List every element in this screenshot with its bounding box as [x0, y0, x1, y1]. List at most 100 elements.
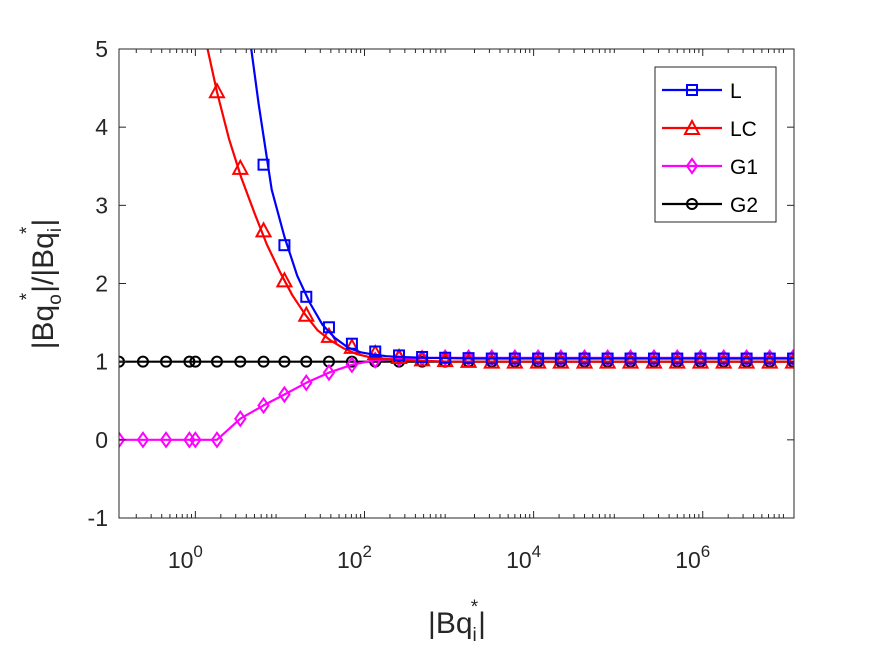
series-l-marker — [416, 350, 429, 363]
series-lc-marker — [598, 352, 617, 369]
x-tick-label: 100 — [168, 542, 203, 573]
series-g1-marker — [740, 349, 753, 367]
series-l-marker — [462, 352, 475, 365]
series-l-marker — [601, 352, 614, 365]
x-tick-exponent: 6 — [701, 542, 710, 561]
series-g1-marker — [119, 431, 126, 449]
series-g1-marker — [136, 431, 150, 449]
series-l-marker — [554, 352, 567, 365]
legend-swatch-marker — [686, 198, 698, 210]
series-l-marker — [671, 352, 684, 365]
series-l-marker — [717, 352, 730, 365]
legend-item-lc: LC — [662, 118, 757, 141]
x-tick-exponent: 2 — [363, 542, 372, 561]
series-l-marker — [694, 352, 707, 365]
y-tick-label: 3 — [95, 192, 108, 218]
series-g2-marker — [257, 355, 270, 368]
series-lc-marker — [483, 352, 501, 369]
series-lc-marker — [506, 352, 524, 369]
x-tick-base: 10 — [675, 547, 701, 573]
x-tick-label: 104 — [506, 542, 541, 573]
series-g1-marker — [322, 363, 336, 382]
series-g1-marker — [624, 349, 637, 367]
series-g1-marker — [345, 356, 359, 374]
x-tick-label: 106 — [675, 542, 710, 573]
series-lc-marker — [668, 352, 686, 369]
series-l-marker — [647, 352, 660, 365]
series-layer — [119, 49, 794, 449]
series-g1-marker — [647, 349, 661, 367]
legend-label: G1 — [730, 156, 758, 179]
series-l-marker — [393, 349, 406, 362]
x-axis-title: |Bqi*| — [428, 597, 486, 646]
y-tick-label: -1 — [88, 505, 108, 531]
x-tick-label: 102 — [337, 542, 372, 573]
series-g1-marker — [786, 349, 794, 367]
series-g1-marker — [717, 349, 730, 367]
series-lc-marker — [459, 351, 478, 368]
series-g1-marker — [531, 349, 545, 367]
y-tick-label: 2 — [95, 271, 108, 297]
series-g1-marker — [601, 349, 614, 367]
legend: L LC G1 G2 — [654, 66, 777, 223]
series-lc-marker — [552, 352, 570, 369]
y-tick-label: 4 — [95, 114, 108, 140]
series-l-marker — [278, 239, 291, 252]
series-g2-marker — [278, 355, 291, 368]
series-g1-marker — [300, 374, 313, 392]
series-g1-marker — [671, 349, 684, 367]
series-g2-marker — [160, 355, 173, 368]
y-tick-label: 5 — [95, 36, 108, 62]
legend-item-g1: G1 — [662, 156, 758, 179]
series-g1-marker — [438, 349, 452, 367]
series-lc-marker — [761, 352, 779, 369]
series-l-marker — [369, 345, 382, 358]
series-l-marker — [578, 352, 591, 365]
series-l-marker — [345, 337, 358, 350]
y-tick-label: 0 — [95, 427, 108, 453]
series-g1-marker — [763, 349, 776, 367]
series-l-marker — [485, 352, 498, 365]
series-g2-marker — [210, 355, 223, 368]
legend-label: LC — [730, 118, 757, 141]
series-g1-marker — [189, 431, 202, 449]
series-g2-marker — [136, 355, 149, 368]
x-tick-exponent: 4 — [532, 542, 541, 561]
series-g2-marker — [300, 355, 313, 368]
series-lc-marker — [691, 352, 710, 369]
y-tick-label: 1 — [95, 349, 108, 375]
series-g1-marker — [159, 431, 173, 449]
series-g1-marker — [485, 349, 499, 367]
series-lc-marker — [208, 82, 226, 99]
legend-label: G2 — [730, 194, 758, 217]
x-tick-base: 10 — [506, 547, 532, 573]
series-l-marker — [763, 352, 776, 365]
series-g2-marker — [234, 355, 247, 368]
series-l-marker — [257, 158, 270, 171]
series-lc-marker — [297, 305, 315, 322]
x-tick-exponent: 0 — [193, 542, 202, 561]
series-g1-marker — [578, 349, 591, 367]
legend-item-g2: G2 — [662, 194, 758, 217]
series-lc-marker — [254, 221, 273, 238]
series-g1-marker — [278, 385, 291, 404]
series-g2-marker — [183, 355, 196, 368]
legend-box — [654, 66, 777, 223]
series-lc-marker — [436, 350, 454, 368]
series-g1-marker — [462, 349, 475, 367]
series-lc-marker — [529, 352, 547, 369]
series-lc-marker — [275, 271, 294, 288]
series-l-marker — [300, 290, 313, 303]
series-l-marker — [787, 352, 794, 365]
series-lc-marker — [343, 337, 361, 354]
x-tick-base: 10 — [168, 547, 194, 573]
series-l-marker — [322, 321, 335, 334]
series-lc-marker — [575, 352, 594, 369]
legend-label: L — [730, 80, 742, 103]
series-g2-marker — [189, 355, 202, 368]
series-g1-marker — [554, 349, 568, 367]
series-lc-marker — [737, 352, 756, 369]
legend-swatch-marker — [686, 84, 698, 96]
series-lc-marker — [366, 343, 384, 361]
series-l — [250, 49, 794, 365]
